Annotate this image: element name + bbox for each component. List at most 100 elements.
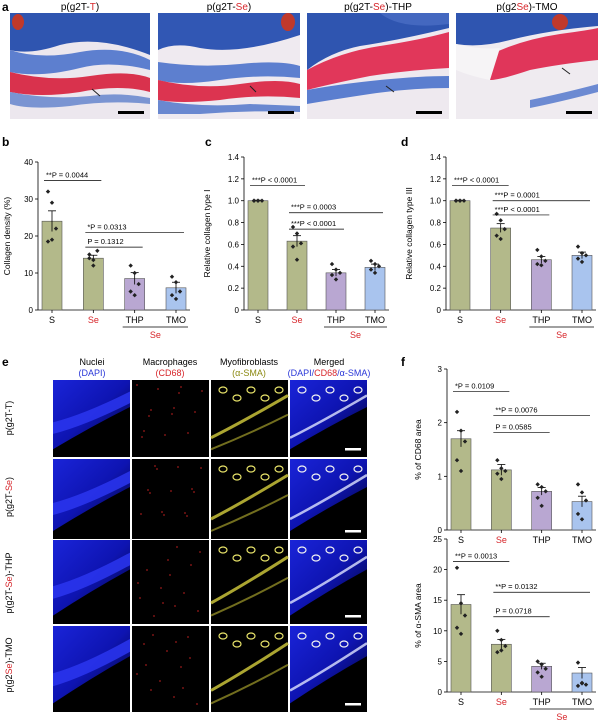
data-point xyxy=(457,198,463,203)
data-point xyxy=(87,256,92,261)
data-point xyxy=(368,267,374,272)
data-point xyxy=(333,267,339,272)
x-tick-label-tmo: TMO xyxy=(572,535,592,545)
data-point xyxy=(461,198,467,203)
micrograph-r4-c2 xyxy=(132,626,209,712)
y-tick-label: 1.4 xyxy=(430,153,442,162)
significance-label: **P = 0.0076 xyxy=(495,406,537,415)
data-point xyxy=(495,650,500,655)
data-point xyxy=(495,628,500,633)
data-point xyxy=(579,250,585,256)
micrograph-r3-c3 xyxy=(210,540,289,624)
data-point xyxy=(499,466,504,471)
data-point xyxy=(53,226,59,231)
y-tick-label: 25 xyxy=(433,535,442,544)
y-tick-label: 0.4 xyxy=(228,262,240,271)
histology-title-4: p(g2Se)-TMO xyxy=(496,2,557,13)
data-point xyxy=(499,648,504,653)
y-axis-label: Relative collagen type I xyxy=(202,190,212,278)
channel-name-merged: Merged xyxy=(314,357,345,367)
data-point xyxy=(539,662,544,667)
micrograph-r1-c4 xyxy=(289,380,368,457)
data-point xyxy=(458,468,464,474)
y-tick-label: 0.2 xyxy=(228,284,240,293)
data-point xyxy=(294,231,300,236)
data-point xyxy=(535,482,540,487)
micrograph-r3-c2 xyxy=(132,540,209,624)
data-point xyxy=(95,248,100,253)
panel-label-a: a xyxy=(2,0,9,14)
data-point xyxy=(45,189,51,194)
panel-label-d: d xyxy=(401,135,408,149)
y-axis-label: Collagen density (%) xyxy=(2,197,12,276)
x-tick-label-tmo: TMO xyxy=(166,315,186,325)
micrograph-r2-c2 xyxy=(132,459,209,539)
data-point xyxy=(298,241,304,246)
data-point xyxy=(177,289,183,294)
row-label-2: p(g2T-Se) xyxy=(4,477,14,517)
data-point xyxy=(132,270,137,276)
micrograph-r1-c2 xyxy=(132,380,209,457)
x-tick-label-se: Se xyxy=(495,315,506,325)
data-point xyxy=(169,274,175,279)
x-tick-label-tmo: TMO xyxy=(572,315,592,325)
y-tick-label: 1.0 xyxy=(430,197,442,206)
data-point xyxy=(498,236,503,242)
data-point xyxy=(539,503,544,509)
data-point xyxy=(503,468,508,474)
channel-sub-merged: (DAPI/CD68/α-SMA) xyxy=(288,368,371,378)
data-point xyxy=(535,495,540,500)
x-tick-label-tmo: TMO xyxy=(365,315,385,325)
channel-sub-macrophages: (CD68) xyxy=(155,368,184,378)
y-tick-label: 0.2 xyxy=(430,284,442,293)
significance-label: ***P = 0.0001 xyxy=(495,191,540,200)
data-point xyxy=(579,681,585,686)
group-label: Se xyxy=(556,712,567,722)
data-point xyxy=(535,670,540,675)
significance-label: P = 0.0718 xyxy=(495,607,531,616)
data-point xyxy=(539,484,544,490)
x-tick-label-s: S xyxy=(457,315,463,325)
data-point xyxy=(132,293,137,298)
fluorescence-headers: Nuclei (DAPI) Macrophages (CD68) Myofibr… xyxy=(79,357,371,378)
histology-image-3 xyxy=(307,13,449,119)
chart-f1: 0 1 2 3 % of CD68 area S Se THP TMO *P = 0.0109 **… xyxy=(413,365,596,545)
group-label: Se xyxy=(556,330,567,340)
x-tick-label-se: Se xyxy=(291,315,302,325)
y-tick-label: 1.4 xyxy=(228,153,240,162)
significance-label: ***P < 0.0001 xyxy=(454,175,499,184)
scale-bar xyxy=(345,530,361,533)
micrograph-r2-c3 xyxy=(210,459,289,539)
y-tick-label: 0.6 xyxy=(228,240,240,249)
data-point xyxy=(539,262,544,268)
data-point xyxy=(575,244,581,249)
significance-label: **P = 0.0044 xyxy=(46,171,88,180)
data-point xyxy=(499,476,504,482)
micrograph-r1-c3 xyxy=(210,380,289,457)
data-point xyxy=(535,247,540,253)
data-point xyxy=(583,498,589,503)
panel-label-f: f xyxy=(401,355,406,369)
data-point xyxy=(499,637,504,643)
data-point xyxy=(539,674,544,679)
histology-row xyxy=(10,13,598,119)
fluorescence-grid xyxy=(53,380,368,712)
data-point xyxy=(539,254,544,259)
bar-s xyxy=(450,604,472,693)
histology-image-4 xyxy=(456,13,598,119)
data-point xyxy=(503,643,508,649)
y-axis-label: Relative collagen type III xyxy=(404,187,414,280)
data-point xyxy=(251,198,257,203)
data-point xyxy=(290,224,296,230)
data-point xyxy=(255,198,261,203)
significance-label: **P = 0.0132 xyxy=(495,582,537,591)
y-tick-label: 5 xyxy=(438,657,443,666)
data-point xyxy=(376,264,382,269)
bar-thp xyxy=(531,665,552,693)
group-label: Se xyxy=(150,330,161,340)
significance-label: P = 0.1312 xyxy=(87,237,123,246)
data-point xyxy=(543,258,548,264)
data-point xyxy=(494,233,499,238)
histology-title-1: p(g2T-T) xyxy=(61,2,99,13)
data-point xyxy=(329,261,335,267)
